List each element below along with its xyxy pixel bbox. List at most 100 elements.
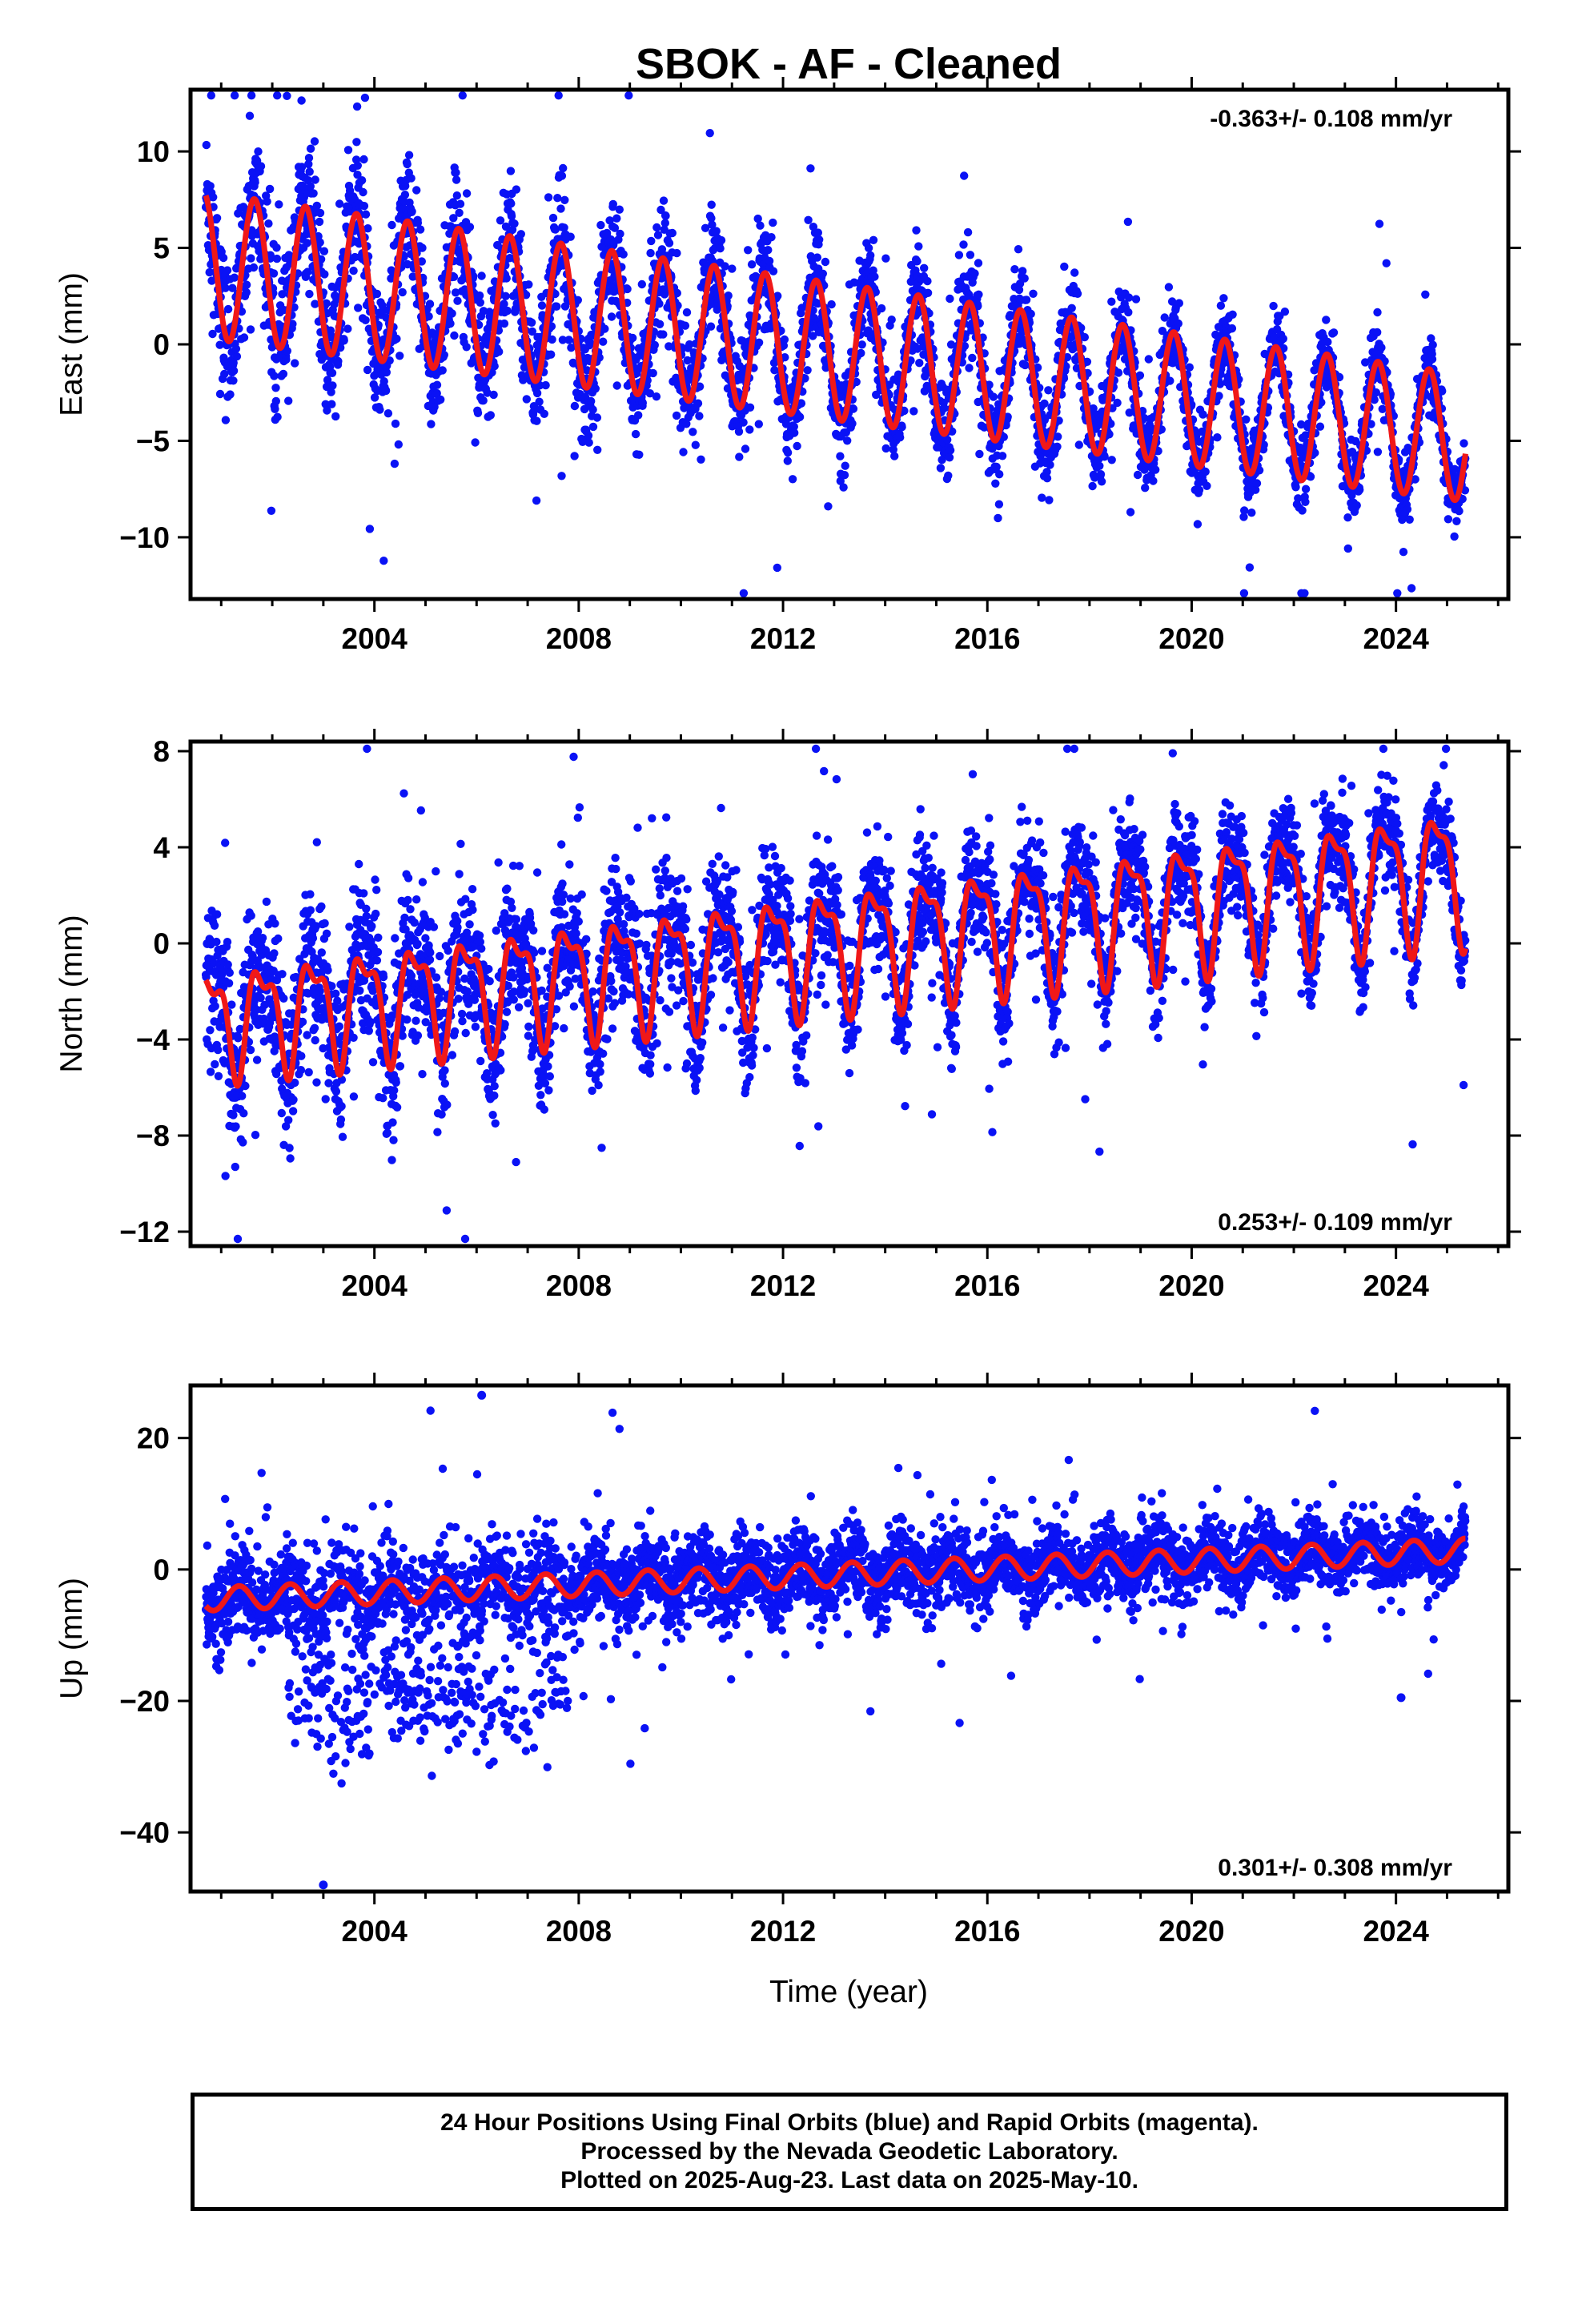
east-data-point [343,146,353,155]
east-data-point [707,200,716,209]
east-data-point [202,140,211,150]
east-data-point [1131,295,1141,304]
east-data-point [764,246,773,255]
east-data-point [398,287,407,297]
east-data-point [343,324,352,333]
east-data-point [1053,442,1062,451]
north-data-point [258,934,267,943]
east-data-point [821,257,830,267]
east-data-point [570,452,579,460]
north-data-point [223,960,232,969]
east-data-point [476,298,484,307]
east-data-point [745,425,754,434]
east-data-point [1393,589,1402,597]
east-data-point [229,376,238,385]
east-data-point [297,163,307,171]
east-data-point [256,162,266,171]
east-data-point [506,167,516,175]
north-data-point [285,1144,294,1152]
east-data-point [479,396,488,405]
east-data-point [271,396,280,406]
east-data-point [1185,363,1195,372]
east-data-point [527,318,536,327]
east-data-point [462,189,472,198]
north-data-point [315,987,324,995]
east-data-point [219,253,228,263]
east-data-point [944,471,953,480]
east-data-point [452,191,461,200]
east-data-point [424,312,433,321]
north-data-point [277,1108,286,1118]
north-data-point [212,937,221,947]
east-data-point [631,429,640,439]
north-data-point [288,1107,298,1116]
east-data-point [793,441,801,451]
east-data-point [1144,355,1154,364]
east-data-point [624,91,633,100]
east-data-point [650,340,659,350]
north-data-point [286,1154,295,1163]
east-data-point [813,228,822,237]
east-data-point [754,338,764,347]
east-data-point [954,251,964,259]
east-data-point [532,388,542,398]
east-data-point [254,147,263,156]
east-data-point [432,380,442,389]
north-data-point [206,1068,215,1076]
east-data-point [385,356,394,365]
east-data-point [309,189,318,198]
east-data-point [1203,481,1211,490]
east-data-point [1026,309,1035,319]
east-data-point [544,193,553,202]
east-data-point [552,302,561,311]
east-data-point [1279,334,1288,344]
east-data-point [323,406,331,415]
east-data-point [311,175,319,184]
east-data-point [452,168,460,177]
east-data-point [1245,563,1255,572]
east-data-point [232,352,242,361]
east-data-point [323,376,332,384]
east-data-point [995,470,1004,479]
east-data-point [352,138,361,147]
east-data-point [363,224,372,233]
east-data-point [360,93,370,103]
east-data-point [1114,368,1123,377]
east-data-point [1097,477,1106,486]
north-data-point [308,934,318,943]
east-data-point [271,384,280,392]
east-data-point [392,334,401,344]
east-data-point [507,199,516,208]
east-data-point [689,428,697,436]
east-data-point [378,301,387,310]
east-data-point [841,461,849,470]
east-data-point [387,220,396,230]
east-data-point [270,372,279,380]
east-data-point [754,420,763,428]
east-data-point [923,276,932,286]
east-data-point [223,266,232,275]
east-data-point [1201,467,1210,476]
east-data-point [221,283,230,292]
east-data-point [370,393,379,402]
east-data-point [607,312,616,321]
east-data-point [390,459,400,468]
east-data-point [242,288,251,297]
east-data-point [682,308,692,317]
east-data-point [209,193,218,202]
east-data-point [570,401,580,411]
east-data-point [458,91,467,100]
east-data-point [311,300,319,308]
east-data-point [1452,517,1461,525]
east-data-point [247,91,256,100]
north-data-point [214,1045,223,1055]
north-data-point [238,1092,247,1100]
east-data-point [769,218,777,227]
east-data-point [635,450,644,459]
east-data-point [655,300,664,308]
east-data-point [1141,484,1150,493]
east-data-point [272,243,281,252]
east-data-point [1213,433,1222,442]
